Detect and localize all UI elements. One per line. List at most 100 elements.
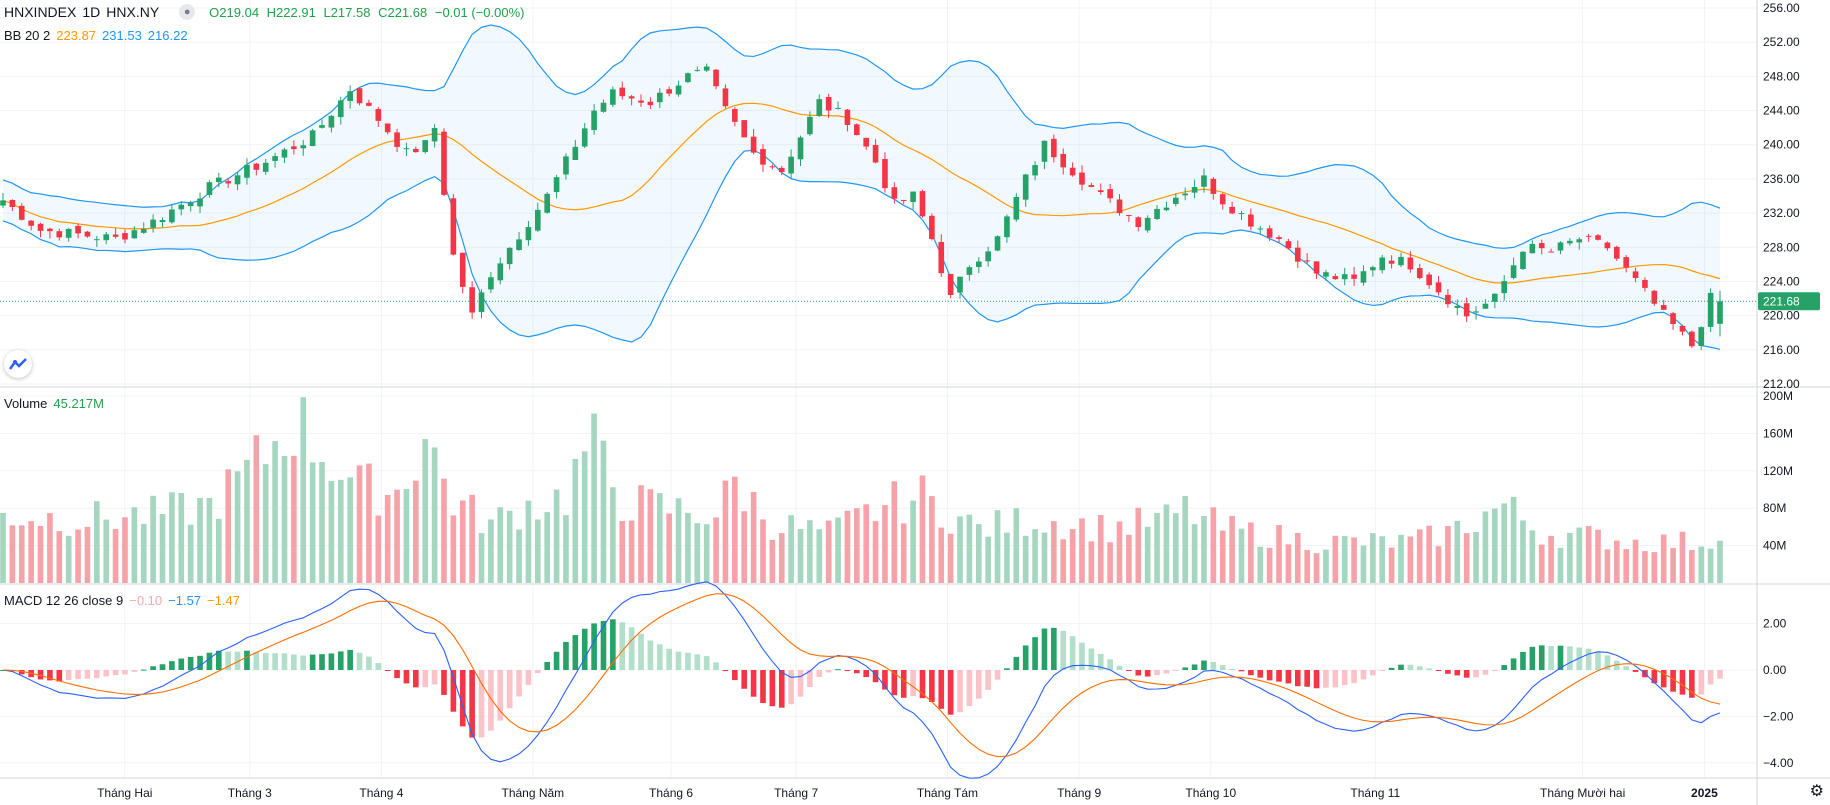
volume-bar (1182, 495, 1189, 583)
macd-hist-bar (384, 670, 391, 671)
macd-hist-bar (1032, 637, 1038, 670)
candle-body (891, 187, 898, 199)
volume-bar (1266, 547, 1273, 583)
macd-hist-bar (1285, 670, 1292, 684)
volume-bar (422, 439, 429, 583)
price-axis-label: 236.00 (1763, 172, 1800, 186)
macd-hist-bar (356, 652, 363, 670)
price-axis-label: 216.00 (1763, 343, 1800, 357)
symbol-name[interactable]: HNXINDEX (4, 4, 77, 20)
candle-body (9, 199, 16, 208)
candle-body (1576, 239, 1583, 243)
macd-hist-bar (1360, 670, 1367, 680)
macd-hist-bar (1266, 670, 1273, 681)
volume-bar (563, 515, 569, 583)
volume-bar (272, 441, 278, 583)
volume-bar (309, 462, 316, 583)
volume-bar (816, 529, 823, 583)
collapse-legend-icon[interactable]: ● (179, 4, 196, 20)
volume-bar (394, 489, 400, 583)
volume-bar (534, 519, 541, 583)
volume-bar (413, 480, 419, 583)
macd-hist-bar (1557, 645, 1564, 670)
macd-hist-bar (1679, 670, 1686, 695)
volume-bar (1341, 536, 1348, 583)
macd-hist-bar (1370, 670, 1376, 676)
macd-hist-bar (1088, 648, 1095, 670)
volume-bar (807, 520, 813, 583)
volume-bar (825, 520, 832, 583)
symbol-interval[interactable]: 1D (82, 4, 101, 20)
bb-legend[interactable]: BB 20 2 223.87 231.53 216.22 (4, 28, 188, 43)
candle-body (262, 162, 269, 172)
macd-hist-bar (516, 670, 522, 697)
volume-bar (994, 510, 1001, 583)
candle-body (1492, 293, 1498, 302)
candle-body (347, 91, 353, 102)
macd-hist-bar (1576, 647, 1583, 670)
macd-hist-bar (131, 670, 138, 672)
macd-hist-bar (469, 670, 475, 738)
macd-hist-bar (1548, 645, 1554, 670)
settings-gear-icon[interactable]: ⚙ (1809, 783, 1824, 800)
price-axis-label: 228.00 (1763, 240, 1800, 254)
macd-hist-bar (1660, 670, 1667, 688)
candle-body (957, 276, 963, 293)
volume-bar (1069, 529, 1076, 583)
macd-hist-bar (1604, 655, 1611, 670)
bb-band-fill (3, 25, 1720, 350)
volume-bar (65, 535, 72, 583)
candle-body (591, 110, 597, 131)
time-axis-label: Tháng Hai (97, 786, 152, 800)
volume-bar (1454, 520, 1461, 583)
macd-hist-bar (1351, 670, 1357, 684)
candle-body (159, 220, 166, 223)
candle-body (478, 292, 485, 313)
macd-legend[interactable]: MACD 12 26 close 9 −0.10 −1.57 −1.47 (4, 593, 240, 608)
macd-hist-bar (272, 653, 278, 670)
macd-hist-bar (319, 654, 325, 670)
candle-body (713, 69, 719, 87)
macd-hist-bar (694, 654, 701, 670)
macd-hist-bar (713, 662, 719, 670)
candle-body (1689, 331, 1695, 347)
candle-body (413, 148, 419, 153)
volume-bar (384, 495, 391, 583)
macd-hist-bar (656, 644, 663, 670)
macd-hist-bar (1107, 659, 1113, 670)
macd-hist-bar (1191, 664, 1198, 670)
macd-hist-bar (835, 669, 841, 671)
volume-bar (544, 512, 551, 583)
bb-label: BB 20 2 (4, 28, 51, 43)
volume-bar (1679, 531, 1686, 583)
candle-body (253, 163, 260, 170)
candle-body (122, 233, 128, 240)
volume-bar (957, 516, 963, 583)
volume-bar (1595, 529, 1601, 583)
candle-body (910, 191, 916, 203)
volume-bar (131, 507, 138, 583)
macd-hist-bar (1463, 670, 1470, 678)
candle-body (244, 164, 250, 178)
bb-basis-value: 223.87 (56, 28, 97, 43)
macd-hist-bar (816, 670, 823, 677)
macd-line-value: −1.57 (168, 593, 202, 608)
volume-bar (853, 508, 860, 583)
macd-hist-bar (1013, 656, 1020, 670)
volume-bar (797, 528, 804, 583)
macd-hist-bar (985, 670, 991, 690)
tradingview-logo-icon[interactable] (4, 350, 32, 378)
time-axis-label: Tháng 3 (228, 786, 272, 800)
volume-legend[interactable]: Volume 45.217M (4, 396, 104, 411)
macd-hist-bar (1163, 670, 1170, 674)
candle-body (187, 202, 194, 207)
candle-body (281, 149, 288, 158)
volume-bar (1717, 540, 1723, 583)
volume-bar (1529, 530, 1536, 583)
price-axis-label: 212.00 (1763, 377, 1800, 391)
candle-body (384, 123, 391, 133)
candle-body (28, 220, 34, 226)
volume-bar (197, 498, 203, 583)
grid-lines (0, 0, 1757, 778)
